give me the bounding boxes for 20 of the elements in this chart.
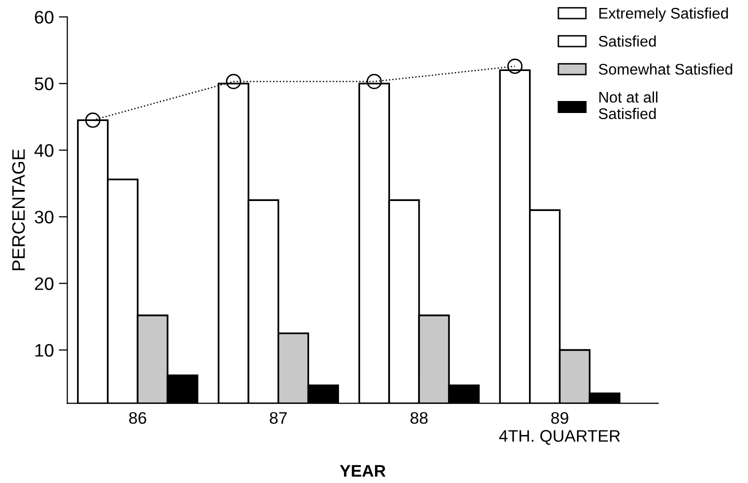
legend-label: Not at all Satisfied xyxy=(598,91,658,120)
x-tick-label: 89 4TH. QUARTER xyxy=(499,412,620,445)
legend-label: Somewhat Satisfied xyxy=(598,63,732,75)
point xyxy=(366,74,382,90)
y-tick-label: 20 xyxy=(34,277,54,290)
legend-label: Extremely Satisfied xyxy=(599,7,728,22)
x-tick-label: 87 xyxy=(270,412,287,424)
x-tick-label: 86 xyxy=(129,412,146,424)
y-tick-label: 60 xyxy=(34,10,54,24)
x-axis-title: YEAR xyxy=(340,465,386,477)
point xyxy=(507,58,523,74)
y-tick-label: 40 xyxy=(34,144,54,157)
y-tick-label: 50 xyxy=(34,77,54,90)
y-tick-label: 10 xyxy=(35,344,54,357)
point xyxy=(85,112,100,128)
legend-label: Satisfied xyxy=(598,35,656,47)
y-tick-label: 30 xyxy=(34,210,54,224)
y-axis-title: PERCENTAGE xyxy=(12,149,25,270)
point xyxy=(226,74,242,90)
x-tick-label: 88 xyxy=(410,412,428,424)
